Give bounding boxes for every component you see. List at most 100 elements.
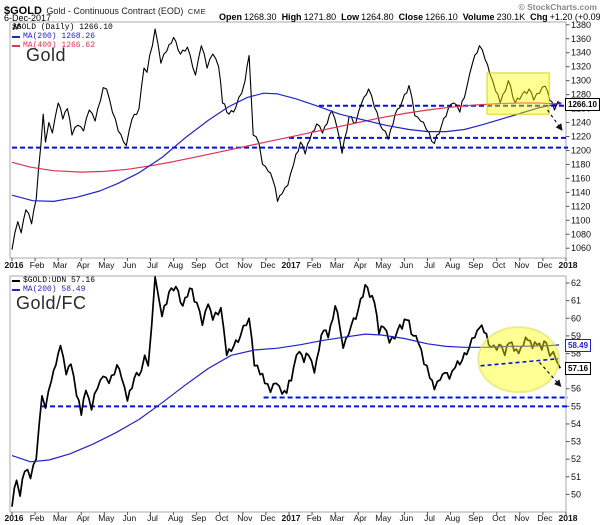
y-tick-label: 1320 [571, 62, 591, 72]
x-tick-label: Feb [30, 513, 45, 523]
x-tick-label: May [375, 260, 392, 270]
legend-gold-daily: $GOLD (Daily) 1266.10 [12, 23, 113, 32]
plot-border [9, 275, 567, 513]
quote-chg-value: +1.20 (+0.09%) [549, 12, 600, 22]
exchange-label: CME [187, 7, 207, 16]
highlight-box [486, 72, 550, 115]
x-tick-label: Sep [191, 513, 206, 523]
legend-top-ma-1: MA(400) 1266.62 [12, 41, 113, 50]
y-tick-label: 58 [571, 348, 581, 358]
y-tick-label: 50 [571, 489, 581, 499]
x-tick-label: 2016 [5, 513, 24, 523]
x-tick-label: Feb [307, 260, 322, 270]
gold-price-panel: 1380136013401320130012801260124012201200… [5, 20, 591, 270]
legend-color-swatch [12, 288, 20, 291]
ratio-panel-title: Gold/FC [16, 293, 87, 313]
ma200-price-flag-ratio: 58.49 [565, 339, 592, 352]
x-tick-label: Jul [147, 260, 158, 270]
ticker-symbol: $GOLD [4, 5, 42, 17]
legend-top-ma-0-label: MA(200) 1268.26 [23, 32, 96, 41]
series-ma-200- [11, 92, 562, 202]
quote-volume-value: 230.1K [496, 12, 526, 22]
series--gold [11, 28, 562, 250]
y-tick-label: 1240 [571, 118, 591, 128]
legend-color-swatch [12, 44, 20, 47]
x-tick-label: Jun [123, 513, 137, 523]
quote-volume-label: Volume [462, 12, 495, 22]
quote-low-value: 1264.80 [361, 12, 394, 22]
x-tick-label: Nov [514, 260, 530, 270]
x-tick-label: Apr [77, 260, 90, 270]
y-tick-label: 1340 [571, 48, 591, 58]
legend-color-swatch [12, 279, 20, 282]
series-ma-200- [11, 333, 560, 463]
x-tick-label: Dec [260, 513, 276, 523]
x-tick-label: Mar [330, 513, 345, 523]
x-tick-label: Apr [354, 260, 367, 270]
x-tick-label: Jul [424, 513, 435, 523]
y-tick-label: 54 [571, 419, 581, 429]
trendline-dashed [480, 357, 558, 367]
x-tick-label: Jun [400, 513, 414, 523]
y-tick-label: 52 [571, 454, 581, 464]
y-tick-label: 1140 [571, 187, 590, 197]
quote-chg-label: Chg [530, 12, 548, 22]
down-arrow-head [555, 123, 563, 131]
y-tick-label: 1220 [571, 132, 591, 142]
x-tick-label: Jun [400, 260, 414, 270]
y-tick-label: 1060 [571, 243, 591, 253]
x-tick-label: Sep [468, 513, 483, 523]
y-tick-label: 1280 [571, 90, 591, 100]
y-tick-label: 55 [571, 401, 581, 411]
y-tick-label: 61 [571, 296, 581, 306]
x-tick-label: Apr [354, 513, 367, 523]
quote-low-label: Low [341, 12, 360, 22]
quote-close-label: Close [398, 12, 424, 22]
gold-panel-legend: $GOLD (Daily) 1266.10 MA(200) 1268.26 MA(4… [12, 23, 113, 50]
quote-high-label: High [281, 12, 302, 22]
gold-fc-ratio-panel: 626160595857565554535251502016FebMarAprM… [5, 275, 581, 523]
x-tick-label: Jul [147, 513, 158, 523]
quote-close-value: 1266.10 [425, 12, 458, 22]
quote-date: 6-Dec-2017 [4, 13, 52, 23]
x-tick-label: Nov [237, 513, 253, 523]
x-tick-label: Aug [445, 513, 460, 523]
x-tick-label: Aug [168, 513, 183, 523]
instrument-name: Gold - Continuous Contract (EOD) [46, 6, 184, 16]
x-tick-label: 2016 [5, 260, 24, 270]
x-tick-label: Oct [215, 260, 229, 270]
y-tick-label: 62 [571, 278, 581, 288]
x-tick-label: Nov [237, 260, 253, 270]
x-tick-label: Dec [537, 513, 553, 523]
x-tick-label: Mar [53, 513, 68, 523]
x-tick-label: May [375, 513, 392, 523]
quote-open-value: 1268.30 [244, 12, 277, 22]
down-arrow-shaft [539, 361, 558, 383]
x-tick-label: May [98, 513, 115, 523]
x-tick-label: 2018 [559, 260, 578, 270]
y-tick-label: 1180 [571, 159, 590, 169]
x-tick-label: Jul [424, 260, 435, 270]
x-tick-label: Jun [123, 260, 137, 270]
x-tick-label: Oct [215, 513, 229, 523]
y-tick-label: 1380 [571, 20, 591, 30]
x-tick-label: Mar [330, 260, 345, 270]
x-tick-label: Aug [445, 260, 460, 270]
x-tick-label: Sep [191, 260, 206, 270]
last-price-flag-gold: 1266.10 [565, 98, 600, 111]
legend-bottom-ma-0-label: MA(200) 58.49 [23, 285, 86, 294]
legend-color-swatch [12, 35, 20, 38]
x-tick-label: Aug [168, 260, 183, 270]
x-tick-label: 2017 [282, 260, 301, 270]
y-tick-label: 1300 [571, 76, 591, 86]
legend-top-ma-1-label: MA(400) 1266.62 [23, 41, 96, 50]
y-tick-label: 56 [571, 384, 581, 394]
x-tick-label: Nov [514, 513, 530, 523]
stockcharts-watermark: © StockCharts.com [518, 2, 597, 12]
ohlc-quote-line: Open 1268.30 High 1271.80 Low 1264.80 Close 126… [214, 12, 600, 22]
highlight-ellipse [477, 326, 561, 394]
y-tick-label: 51 [571, 472, 581, 482]
series--gold-udn [11, 276, 561, 507]
